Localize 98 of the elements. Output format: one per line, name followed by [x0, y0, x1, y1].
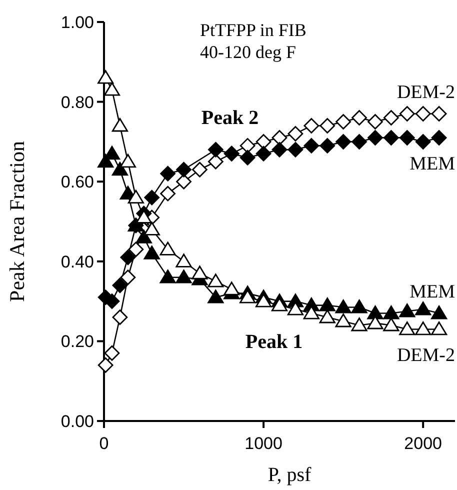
- y-axis-title: Peak Area Fraction: [5, 140, 29, 302]
- point: [208, 154, 224, 170]
- point: [256, 134, 272, 150]
- point: [240, 290, 256, 304]
- y-tick-label: 0.40: [60, 252, 94, 272]
- point: [271, 298, 288, 312]
- annotation: Peak 2: [201, 107, 259, 129]
- point: [208, 142, 224, 158]
- point: [120, 154, 136, 168]
- point: [104, 82, 120, 96]
- point: [208, 290, 224, 304]
- point: [288, 142, 304, 158]
- point: [367, 316, 384, 330]
- point: [399, 322, 416, 336]
- point: [415, 134, 431, 150]
- point: [399, 304, 416, 318]
- point: [399, 130, 415, 146]
- point: [352, 134, 367, 150]
- point: [176, 254, 192, 268]
- point: [368, 130, 383, 146]
- point: [383, 318, 400, 332]
- point: [319, 298, 336, 312]
- point: [176, 174, 192, 190]
- point: [192, 162, 208, 178]
- point: [136, 230, 152, 244]
- point: [224, 282, 240, 296]
- point: [112, 162, 128, 176]
- point: [336, 114, 352, 130]
- point: [176, 162, 192, 178]
- series-label: DEM-2: [396, 345, 455, 366]
- point: [320, 118, 336, 134]
- point: [415, 302, 432, 316]
- point: [383, 130, 399, 146]
- point: [120, 250, 136, 266]
- point: [319, 310, 336, 324]
- y-tick-label: 0.80: [60, 92, 94, 112]
- x-tick-label: 0: [99, 434, 109, 453]
- series-label: MEM: [410, 281, 456, 302]
- point: [255, 294, 272, 308]
- point: [160, 242, 176, 256]
- series-label: DEM-2: [396, 82, 455, 103]
- point: [352, 110, 367, 126]
- point: [430, 306, 448, 320]
- y-tick-label: 1.00: [60, 12, 94, 32]
- point: [128, 242, 144, 258]
- point: [367, 306, 384, 320]
- point: [208, 274, 224, 288]
- point: [415, 322, 432, 336]
- point: [176, 270, 192, 284]
- point: [112, 118, 128, 132]
- annotation: Peak 1: [245, 331, 303, 353]
- point: [287, 302, 304, 316]
- point: [430, 322, 448, 336]
- x-axis-title: P, psf: [268, 464, 312, 486]
- point: [160, 166, 176, 182]
- point: [335, 300, 352, 314]
- point: [336, 134, 352, 150]
- x-tick-label: 1000: [244, 434, 282, 453]
- point: [383, 306, 400, 320]
- y-tick-label: 0.20: [60, 332, 94, 352]
- point: [256, 146, 272, 162]
- point: [192, 266, 208, 280]
- y-tick-label: 0.60: [60, 172, 94, 192]
- point: [304, 138, 320, 154]
- point: [368, 114, 383, 130]
- series-label: MEM: [410, 154, 456, 175]
- point: [335, 314, 352, 328]
- point: [351, 318, 368, 332]
- point: [399, 106, 415, 122]
- point: [128, 190, 144, 204]
- point: [144, 246, 160, 260]
- point: [303, 306, 320, 320]
- point: [320, 138, 336, 154]
- annotation: PtTFPP in FIB: [200, 20, 306, 40]
- point: [144, 222, 160, 236]
- point: [104, 345, 120, 361]
- point: [240, 150, 256, 166]
- point: [120, 270, 136, 286]
- y-tick-label: 0.00: [60, 412, 94, 431]
- point: [160, 270, 176, 284]
- x-tick-label: 2000: [404, 434, 442, 453]
- point: [272, 130, 288, 146]
- point: [144, 190, 160, 206]
- annotation: 40-120 deg F: [200, 42, 296, 62]
- point: [431, 106, 447, 122]
- point: [431, 130, 447, 146]
- point: [415, 106, 431, 122]
- point: [304, 118, 320, 134]
- point: [272, 142, 288, 158]
- point: [98, 70, 114, 84]
- point: [351, 300, 368, 314]
- point: [98, 357, 114, 373]
- point: [383, 110, 399, 126]
- point: [288, 126, 304, 142]
- point: [112, 310, 128, 325]
- point: [112, 278, 128, 294]
- point: [240, 138, 256, 154]
- point: [160, 186, 176, 202]
